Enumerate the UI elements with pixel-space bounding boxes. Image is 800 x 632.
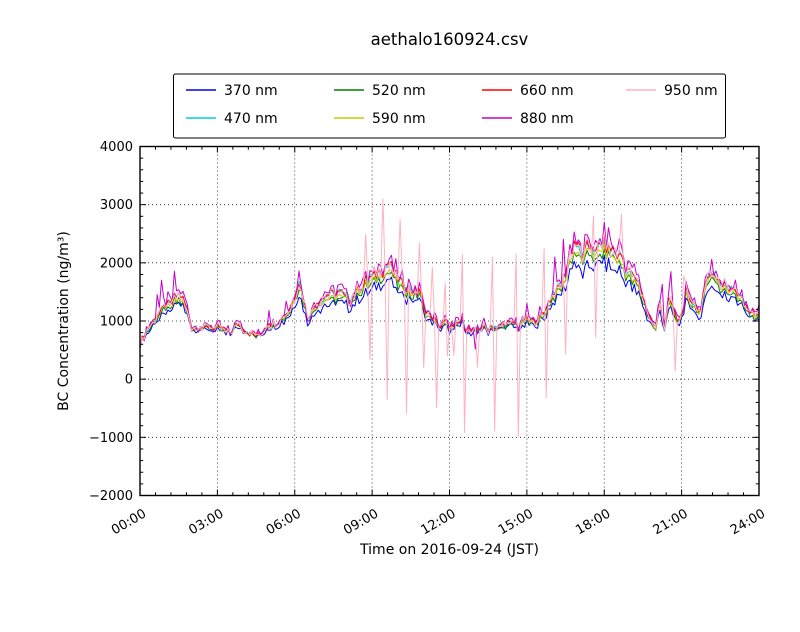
legend-item-660-nm: 660 nm (482, 83, 574, 99)
y-tick-label: −1000 (89, 431, 133, 446)
chart-canvas: aethalo160924.csv −2000 −1000 0 1000 2000 300… (56, 30, 768, 558)
legend-item-370-nm: 370 nm (186, 83, 278, 99)
legend: 370 nm 470 nm 520 nm 590 nm 660 nm 880 nm 950 … (173, 73, 726, 139)
x-tick-label: 18:00 (573, 506, 613, 538)
y-tick-label: 1000 (100, 315, 133, 330)
series-lines (140, 198, 759, 437)
x-tick-label: 15:00 (496, 506, 536, 538)
x-tick-label: 12:00 (419, 506, 459, 538)
x-tick-label: 09:00 (341, 506, 381, 538)
series-line-950-nm (140, 198, 759, 437)
axis-ticks (139, 146, 760, 496)
y-tick-label: 0 (125, 373, 133, 388)
aethalometer-chart: aethalo160924.csv −2000 −1000 0 1000 2000 300… (40, 16, 800, 616)
x-tick-label: 03:00 (186, 506, 226, 538)
legend-item-520-nm: 520 nm (334, 83, 426, 99)
legend-label-370-nm: 370 nm (224, 83, 278, 99)
legend-label-520-nm: 520 nm (372, 83, 426, 99)
y-tick-label: −2000 (89, 489, 133, 504)
x-tick-label: 24:00 (728, 506, 768, 538)
x-tick-label: 21:00 (651, 506, 691, 538)
legend-label-660-nm: 660 nm (520, 83, 574, 99)
legend-item-470-nm: 470 nm (186, 111, 278, 127)
y-tick-label: 4000 (100, 140, 133, 155)
legend-item-880-nm: 880 nm (482, 111, 574, 127)
legend-item-590-nm: 590 nm (334, 111, 426, 127)
x-tick-label: 00:00 (109, 506, 149, 538)
y-tick-label: 2000 (100, 256, 133, 271)
legend-label-590-nm: 590 nm (372, 111, 426, 127)
legend-label-470-nm: 470 nm (224, 111, 278, 127)
legend-box (173, 73, 726, 139)
y-axis-label: BC Concentration (ng/m³) (56, 231, 72, 411)
legend-item-950-nm: 950 nm (626, 83, 718, 99)
tick-labels: −2000 −1000 0 1000 2000 3000 4000 00:00 03:00 06:… (89, 140, 768, 538)
legend-label-880-nm: 880 nm (520, 111, 574, 127)
chart-title: aethalo160924.csv (371, 30, 529, 49)
x-tick-label: 06:00 (264, 506, 304, 538)
y-tick-label: 3000 (100, 198, 133, 213)
legend-label-950-nm: 950 nm (664, 83, 718, 99)
x-axis-label: Time on 2016-09-24 (JST) (359, 542, 539, 558)
